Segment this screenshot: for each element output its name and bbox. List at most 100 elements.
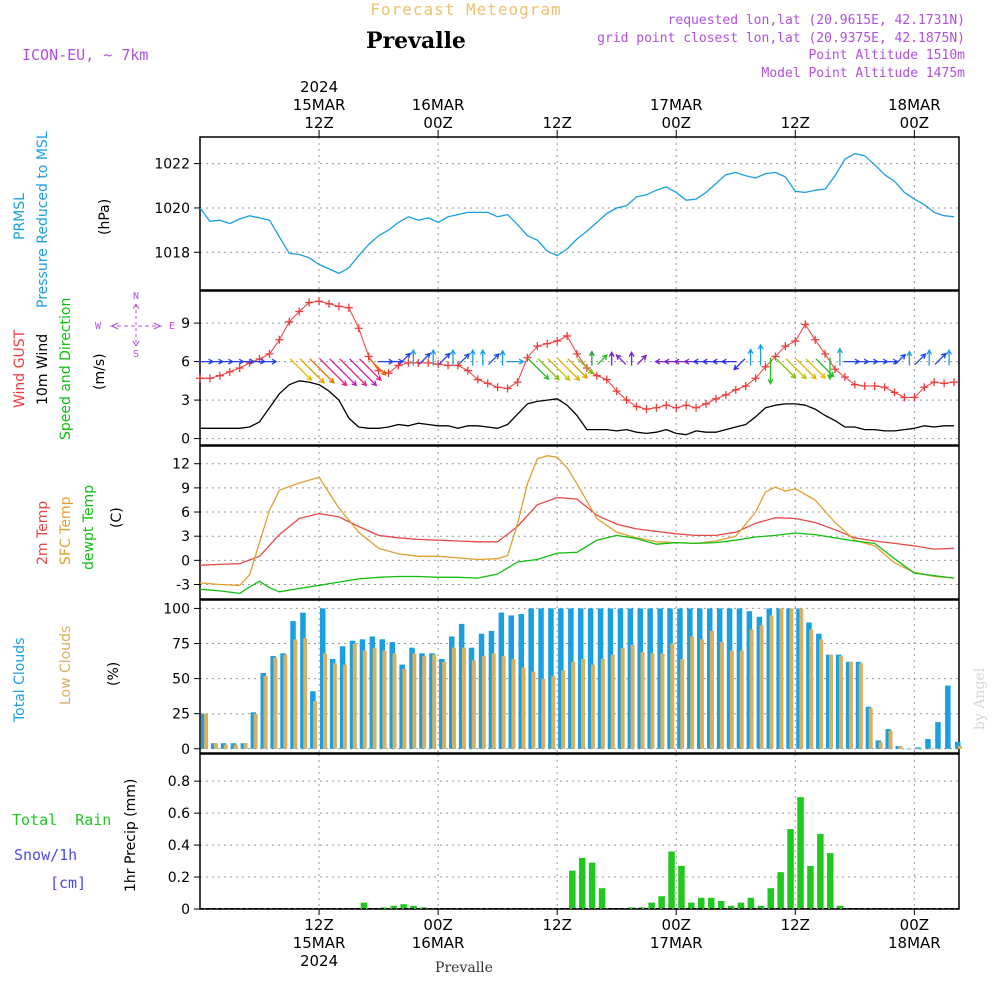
low-cloud-bar (213, 743, 218, 749)
rain-bar (410, 905, 417, 909)
temperature-ytick-label: -3 (176, 578, 190, 594)
gust-marker (642, 405, 651, 414)
low-cloud-bar (571, 661, 576, 749)
rain-bar (360, 902, 368, 909)
low-cloud-bar (868, 708, 873, 749)
gust-marker (920, 383, 929, 392)
low-cloud-bar (779, 608, 784, 749)
wind-arrow (795, 358, 817, 380)
temp-label-sfc: SFC Temp (58, 496, 74, 565)
low-cloud-bar (799, 608, 804, 749)
gust-marker (910, 393, 919, 402)
low-cloud-bar (392, 653, 397, 749)
wind-arrow (720, 358, 737, 365)
gust-marker (840, 372, 849, 381)
low-cloud-bar (243, 743, 248, 749)
rain-bar (658, 896, 665, 909)
low-cloud-bar (531, 671, 536, 749)
gust-marker (444, 361, 453, 370)
top-time-label: 2024 (300, 78, 338, 96)
low-cloud-bar (332, 663, 337, 749)
wind-arrow (894, 353, 907, 365)
low-cloud-bar (402, 668, 407, 749)
gust-marker (801, 320, 810, 329)
top-time-label: 12Z (781, 114, 810, 132)
low-cloud-bar (829, 654, 833, 749)
low-cloud-bar (928, 748, 933, 750)
precip-unit: 1hr Precip (mm) (123, 779, 139, 892)
total-cloud-bar (320, 608, 326, 749)
gust-marker (205, 374, 214, 383)
low-cloud-bar (690, 636, 695, 749)
gust-marker (215, 371, 224, 380)
top-time-label: 16MAR (412, 96, 465, 114)
bottom-time-label: 12Z (542, 916, 571, 934)
gust-marker (295, 307, 304, 316)
gust-marker (473, 375, 482, 384)
low-cloud-bar (561, 670, 566, 749)
gust-marker (523, 353, 532, 362)
total-cloud-bar (359, 639, 366, 749)
wind-arrow (309, 358, 335, 384)
low-cloud-bar (878, 741, 883, 749)
low-cloud-bar (551, 675, 556, 749)
rain-bar (767, 888, 774, 909)
low-cloud-bar (710, 630, 714, 749)
gust-marker (870, 381, 879, 390)
wind-arrow (785, 358, 807, 380)
clouds-ytick-label: 0 (181, 742, 190, 758)
gust-marker (592, 371, 601, 380)
low-cloud-bar (640, 651, 645, 749)
wind-arrow (608, 350, 615, 366)
total-cloud-bar (607, 608, 614, 749)
pressure-labels: PRMSL Pressure Reduced to MSL (hPa) (12, 131, 113, 308)
gust-marker (533, 342, 542, 351)
low-cloud-bar (769, 615, 774, 749)
total-cloud-bar (865, 706, 872, 749)
gust-marker (821, 349, 830, 358)
low-cloud-bar (620, 647, 625, 749)
temp-label-2m: 2m Temp (35, 501, 51, 565)
wind-arrow (597, 354, 608, 365)
precip-ytick-label: 0.8 (168, 774, 190, 790)
total-cloud-bar (796, 608, 802, 749)
wind-ytick-label: 3 (181, 393, 190, 409)
temperature-ytick-label: 6 (181, 505, 190, 521)
low-cloud-bar (442, 661, 447, 749)
low-cloud-bar (223, 744, 228, 749)
pressure-label-msl: Pressure Reduced to MSL (35, 131, 51, 308)
total-cloud-bar (895, 746, 901, 749)
low-cloud-bar (581, 659, 585, 749)
wind-arrow (499, 349, 506, 366)
rain-bar (598, 888, 606, 909)
total-cloud-bar (399, 664, 405, 749)
bottom-time-label: 16MAR (412, 934, 465, 952)
low-cloud-bar (313, 701, 318, 749)
low-cloud-bar (253, 713, 258, 749)
wind-arrow (926, 348, 933, 366)
grid-point-coords: grid point closest lon,lat (20.9375E, 42… (597, 31, 965, 46)
wind-arrow (577, 358, 594, 375)
gust-marker (196, 374, 204, 383)
top-time-label: 18MAR (888, 96, 941, 114)
total-cloud-bar (716, 608, 723, 749)
wind-arrow (398, 352, 411, 365)
temperature-ytick-label: 12 (172, 457, 190, 473)
bottom-time-label: 12Z (304, 916, 333, 934)
low-cloud-bar (938, 748, 943, 750)
wind-arrow (836, 347, 843, 366)
total-cloud-bar (458, 623, 465, 749)
rain-bar (708, 897, 715, 909)
gust-marker (315, 297, 324, 306)
bottom-time-label: 18MAR (888, 934, 941, 952)
watermark: by Angel (972, 667, 988, 730)
total-cloud-bar (329, 659, 336, 749)
total-cloud-bar (875, 740, 882, 749)
bottom-time-label: 17MAR (650, 934, 703, 952)
low-cloud-bar (809, 629, 814, 749)
low-cloud-bar (858, 663, 863, 749)
total-cloud-bar (597, 608, 604, 749)
total-cloud-bar (726, 608, 733, 749)
pressure-ytick-label: 1018 (154, 245, 190, 261)
